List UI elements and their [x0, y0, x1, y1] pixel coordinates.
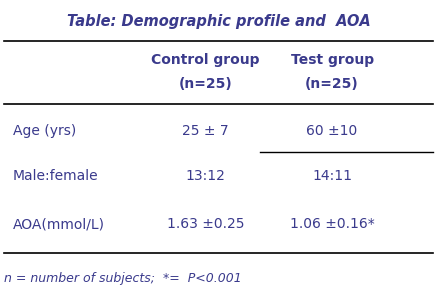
Text: Control group: Control group	[151, 53, 260, 67]
Text: (n=25): (n=25)	[179, 77, 232, 91]
Text: (n=25): (n=25)	[305, 77, 359, 91]
Text: 1.06 ±0.16*: 1.06 ±0.16*	[290, 217, 375, 231]
Text: Table: Demographic profile and  AOA: Table: Demographic profile and AOA	[66, 14, 371, 29]
Text: Test group: Test group	[291, 53, 374, 67]
Text: Age (yrs): Age (yrs)	[13, 124, 76, 138]
Text: 25 ± 7: 25 ± 7	[182, 124, 229, 138]
Text: 60 ±10: 60 ±10	[306, 124, 358, 138]
Text: Male:female: Male:female	[13, 169, 99, 183]
Text: 13:12: 13:12	[185, 169, 225, 183]
Text: 1.63 ±0.25: 1.63 ±0.25	[166, 217, 244, 231]
Text: n = number of subjects;  *=  P<0.001: n = number of subjects; *= P<0.001	[4, 272, 242, 285]
Text: AOA(mmol/L): AOA(mmol/L)	[13, 217, 105, 231]
Text: 14:11: 14:11	[312, 169, 352, 183]
